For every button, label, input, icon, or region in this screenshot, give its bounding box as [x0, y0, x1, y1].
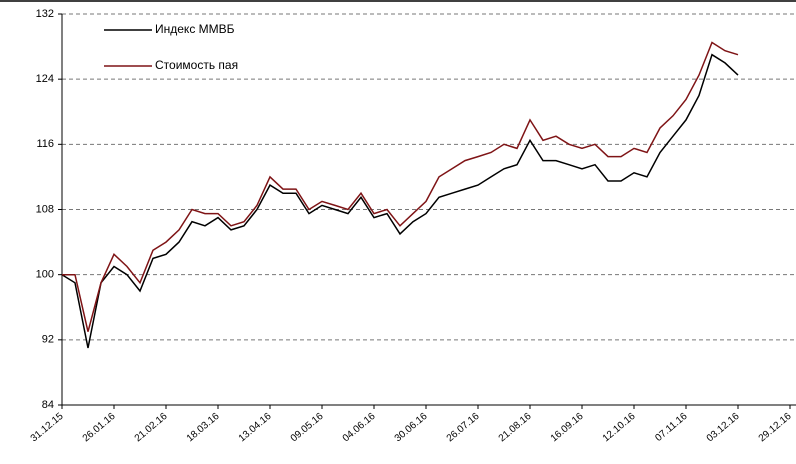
x-tick-label: 26.07.16	[445, 411, 482, 445]
x-tick-label: 12.10.16	[601, 411, 638, 445]
x-tick-label: 03.12.16	[705, 411, 742, 445]
x-tick-label: 04.06.16	[341, 411, 378, 445]
series-line	[61, 53, 739, 349]
x-tick-label: 18.03.16	[185, 411, 222, 445]
x-tick-label: 29.12.16	[757, 411, 794, 445]
y-tick-label: 100	[36, 269, 54, 281]
y-tick-label: 116	[36, 138, 54, 150]
x-tick-label: 09.05.16	[289, 411, 326, 445]
series-line	[62, 41, 739, 332]
y-tick-label: 124	[36, 73, 54, 85]
legend-label: Индекс ММВБ	[155, 22, 235, 36]
y-tick-label: 108	[36, 203, 54, 215]
x-tick-label: 13.04.16	[237, 411, 274, 445]
x-tick-label: 21.08.16	[497, 411, 534, 445]
y-tick-label: 84	[42, 399, 54, 411]
y-tick-label: 92	[42, 334, 54, 346]
x-tick-label: 31.12.15	[29, 411, 66, 445]
x-tick-label: 30.06.16	[393, 411, 430, 445]
x-tick-label: 21.02.16	[133, 411, 170, 445]
x-tick-label: 07.11.16	[653, 411, 690, 444]
legend-label: Стоимость пая	[155, 58, 238, 72]
x-tick-label: 16.09.16	[549, 411, 586, 445]
x-tick-label: 26.01.16	[81, 411, 118, 445]
y-tick-label: 132	[36, 8, 54, 20]
